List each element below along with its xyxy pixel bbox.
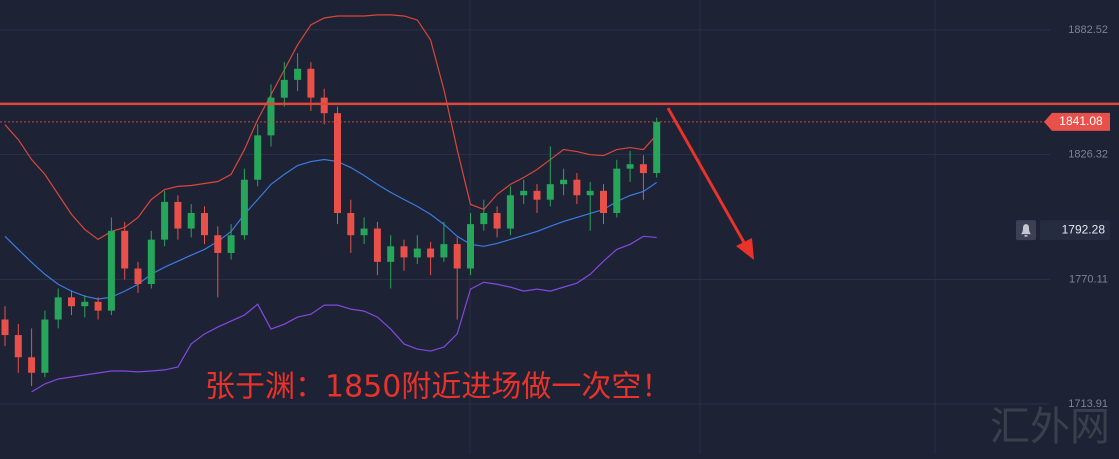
candle-body <box>161 201 169 240</box>
bell-icon <box>1021 224 1031 237</box>
candle-body <box>320 97 328 114</box>
candle-body <box>294 68 302 80</box>
candle-body <box>373 228 381 262</box>
candle-body <box>586 190 594 196</box>
arrow-shaft <box>666 107 748 247</box>
candle-body <box>41 319 49 373</box>
candle-body <box>187 213 195 229</box>
candle-body <box>347 213 355 236</box>
candle-body <box>134 268 142 285</box>
candle-body <box>1 319 9 336</box>
candle-body <box>307 68 315 98</box>
alert-label: 1792.28 <box>1062 222 1106 236</box>
last-price-badge <box>1044 112 1110 131</box>
candle-body <box>28 357 36 373</box>
candle-body <box>240 179 248 236</box>
candle-body <box>573 179 581 196</box>
candle-body <box>360 228 368 236</box>
candle-body <box>54 297 62 320</box>
candle-body <box>560 179 568 185</box>
y-tick-label: 1882.52 <box>1068 24 1108 36</box>
candle-body <box>214 235 222 253</box>
candle-body <box>81 301 89 307</box>
candle-body <box>613 168 621 214</box>
last-price-label: 1841.08 <box>1059 114 1103 128</box>
candle-body <box>533 190 541 200</box>
candle-body <box>440 244 448 258</box>
candle-body <box>147 239 155 285</box>
y-tick-label: 1713.91 <box>1068 398 1108 410</box>
plot: 1882.52 1826.32 1770.11 1713.91 1841.08 1792.… <box>0 14 1119 410</box>
candle-body <box>653 121 661 174</box>
candle-body <box>413 248 421 258</box>
alert-badge <box>1040 220 1110 241</box>
candle-body <box>520 190 528 196</box>
candle-body <box>427 248 435 258</box>
candle-body <box>174 201 182 229</box>
candle-body <box>453 244 461 269</box>
candle-body <box>334 113 341 214</box>
candle-body <box>387 246 395 262</box>
candle-body <box>267 97 275 136</box>
watermark: 汇外网 <box>990 404 1110 450</box>
candle-body <box>14 335 22 358</box>
candle-body <box>400 246 408 258</box>
candle-body <box>201 213 208 236</box>
candle-body <box>600 190 607 214</box>
candle-body <box>94 301 102 311</box>
y-tick-label: 1826.32 <box>1068 149 1108 161</box>
annotation: 张于渊：1850附近进场做一次空！ <box>205 370 671 405</box>
candle-body <box>68 297 75 307</box>
arrow-head <box>736 238 754 260</box>
candle-body <box>506 195 514 229</box>
candle-body <box>467 224 474 269</box>
candle-body <box>107 230 115 311</box>
candle-body <box>254 135 262 180</box>
arrow <box>666 107 754 260</box>
candle-body <box>480 213 488 225</box>
candle-body <box>546 184 554 200</box>
y-tick-label: 1770.11 <box>1069 273 1108 285</box>
candle-body <box>493 213 501 229</box>
band-line <box>31 235 657 393</box>
candle-body <box>639 164 647 174</box>
candle-body <box>626 164 634 169</box>
candle-body <box>227 235 235 253</box>
candle-body <box>280 79 288 98</box>
candle-body <box>121 230 129 269</box>
